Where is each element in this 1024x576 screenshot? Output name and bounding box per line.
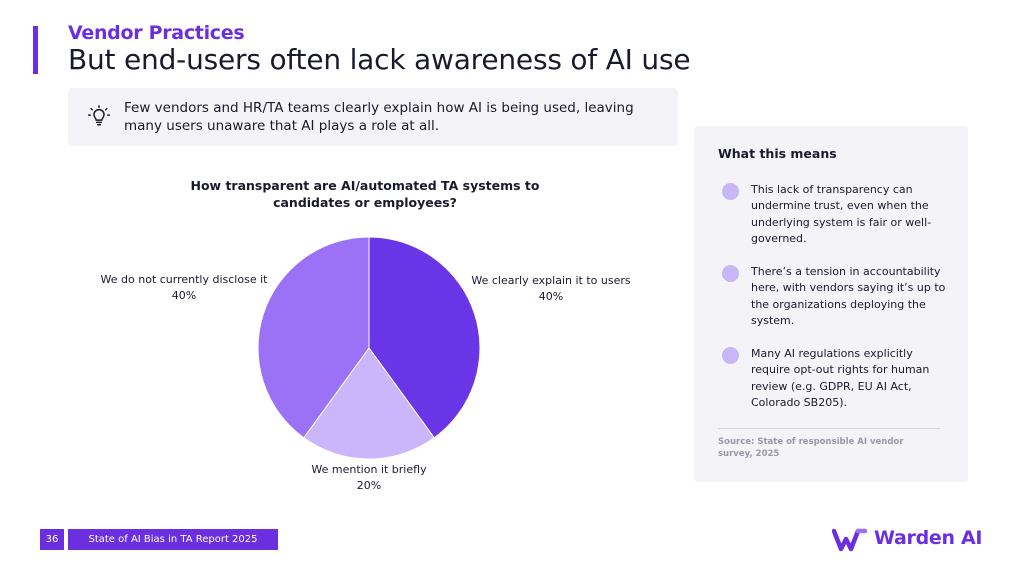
lightbulb-icon	[88, 105, 110, 126]
slice-label-value: 20%	[356, 479, 382, 492]
key-insight-callout: Few vendors and HR/TA teams clearly expl…	[68, 88, 678, 146]
slice-label-name: We mention it briefly	[311, 463, 427, 476]
bullet-dot-icon	[722, 265, 739, 282]
source-note: Source: State of responsible AI vendor s…	[718, 437, 904, 459]
callout-text: Few vendors and HR/TA teams clearly expl…	[124, 100, 634, 134]
pie-slice-2	[257, 236, 370, 439]
section-eyebrow: Vendor Practices	[68, 22, 245, 44]
panel-item-text: This lack of transparency can undermine …	[751, 183, 932, 245]
panel-title: What this means	[718, 146, 837, 161]
slice-label-value: 40%	[538, 290, 564, 303]
slice-label-name: We do not currently disclose it	[100, 273, 268, 286]
title-accent-bar	[33, 26, 38, 74]
bullet-dot-icon	[722, 347, 739, 364]
panel-item-text: There’s a tension in accountability here…	[751, 265, 946, 327]
slice-label-mention-briefly: We mention it briefly 20%	[294, 462, 444, 494]
slice-label-not-disclose: We do not currently disclose it 40%	[94, 272, 274, 304]
slice-label-clearly-explain: We clearly explain it to users 40%	[466, 273, 636, 305]
logo-wordmark: Warden AI	[874, 527, 983, 549]
page-title: But end-users often lack awareness of AI…	[68, 43, 691, 76]
what-this-means-panel: What this means This lack of transparenc…	[694, 126, 968, 482]
panel-divider	[718, 428, 940, 429]
report-title: State of AI Bias in TA Report 2025	[68, 529, 278, 550]
slice-label-name: We clearly explain it to users	[471, 274, 631, 287]
warden-ai-logo: Warden AI	[832, 524, 982, 556]
slice-label-value: 40%	[171, 289, 197, 302]
chart-title: How transparent are AI/automated TA syst…	[190, 178, 540, 210]
page-number: 36	[40, 529, 64, 550]
pie-slice-0	[368, 236, 481, 439]
bullet-dot-icon	[722, 183, 739, 200]
pie-slice-1	[303, 347, 435, 460]
panel-item-text: Many AI regulations explicitly require o…	[751, 347, 930, 409]
warden-logo-mark-icon	[832, 528, 868, 552]
